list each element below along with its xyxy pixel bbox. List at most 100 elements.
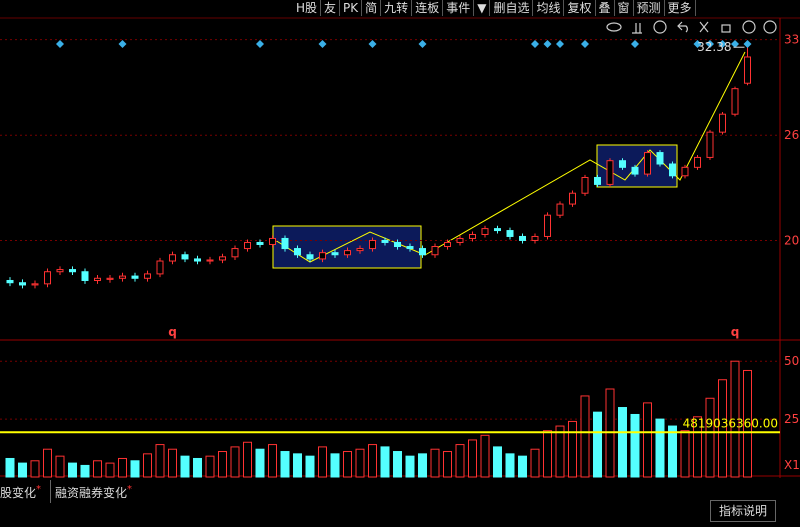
candle-body [444, 241, 451, 248]
candle-body [619, 160, 626, 168]
candle-body [106, 277, 114, 280]
volume-bar [318, 446, 327, 478]
signal-marker [418, 40, 427, 48]
volume-bar [418, 453, 427, 478]
candle-body [644, 152, 651, 175]
volume-bar [68, 462, 77, 478]
toolbar-item[interactable]: 连板 [412, 0, 444, 16]
volume-bar [693, 416, 702, 478]
candle-body [419, 248, 426, 256]
toolbar-item[interactable]: 预测 [634, 0, 665, 16]
y-tick-label: 50 [784, 354, 799, 368]
q-marker: q [168, 325, 177, 339]
volume-bar [743, 369, 752, 478]
volume-bar [5, 457, 15, 478]
volume-bar [655, 418, 665, 478]
candle-body [169, 254, 176, 262]
candle-body [706, 131, 714, 158]
candle-body [44, 271, 51, 285]
volume-bar [530, 448, 540, 478]
toolbar-item[interactable]: 叠 [596, 0, 615, 16]
candle-body [56, 269, 64, 273]
toolbar-item[interactable]: 友 [321, 0, 341, 16]
signal-marker [531, 40, 539, 48]
candle-body [81, 271, 89, 281]
candle-body [556, 203, 564, 216]
volume-bar [643, 402, 652, 478]
y-tick-label: 25 [784, 412, 799, 426]
signal-marker [556, 40, 564, 48]
signal-marker [118, 40, 127, 48]
candle-body [69, 269, 76, 273]
volume-bar [18, 462, 27, 478]
tab[interactable]: 融资融券变化* [50, 480, 132, 503]
toolbar-item[interactable]: 复权 [564, 0, 596, 16]
volume-bar [93, 460, 102, 478]
volume-bar [668, 425, 677, 478]
volume-bar [180, 455, 190, 478]
volume-bar [43, 448, 52, 478]
volume-bar [468, 439, 477, 478]
volume-bar [443, 451, 452, 478]
candle-body [219, 256, 226, 261]
volume-bar [143, 453, 152, 478]
volume-bar [168, 448, 177, 478]
volume-bar [130, 460, 140, 478]
volume-bar [405, 455, 415, 478]
candle-body [606, 160, 614, 185]
toolbar-item[interactable]: 事件 [443, 0, 475, 16]
candle-body [256, 241, 264, 245]
candle-body [531, 235, 539, 241]
volume-bar [480, 434, 490, 478]
volume-bar [718, 379, 727, 478]
signal-marker [581, 40, 589, 48]
candle-body [394, 241, 401, 248]
candle-body [381, 239, 389, 243]
chart: 20 26 33 q q 32.38 25 50 X1 4819036360.00 [0, 17, 800, 478]
volume-bar [55, 455, 65, 478]
volume-bar [343, 451, 352, 478]
toolbar-item[interactable]: 简 [362, 0, 382, 16]
signal-marker [731, 40, 739, 48]
volume-bar [155, 444, 165, 478]
candle-body [456, 237, 464, 243]
toolbar-item[interactable]: 更多 [665, 0, 696, 16]
candle-body [544, 214, 551, 237]
volume-bar [293, 453, 302, 478]
volume-bar [580, 395, 590, 478]
signal-marker [256, 40, 264, 48]
candle-body [231, 248, 239, 258]
toolbar-item[interactable]: 九转 [381, 0, 413, 16]
toolbar-item[interactable]: 均线 [533, 0, 565, 16]
candle-body [94, 277, 101, 281]
tab[interactable]: 股变化* [0, 484, 42, 500]
volume-bar [218, 451, 227, 478]
candle-body [344, 250, 351, 256]
toolbar-item[interactable]: PK [340, 0, 363, 16]
volume-bar [568, 420, 577, 478]
unit-label: X1 [784, 458, 800, 472]
candle-body [181, 254, 189, 260]
volume-bar [243, 441, 252, 478]
candle-body [156, 260, 164, 275]
volume-bar [230, 446, 240, 478]
y-tick-label: 26 [784, 128, 799, 142]
toolbar-item[interactable]: 窗 [615, 0, 634, 16]
candle-body [144, 273, 151, 279]
candle-body [469, 233, 476, 239]
candle-body [656, 152, 664, 165]
volume-bar [393, 451, 402, 478]
candle-body [331, 252, 339, 256]
signal-marker [743, 40, 752, 48]
signal-marker [706, 40, 714, 48]
tab[interactable]: 指标说明 [710, 500, 777, 522]
toolbar-item[interactable]: ▼ [474, 0, 491, 16]
volume-bar [618, 407, 627, 478]
candle-body [306, 254, 314, 260]
toolbar: H股友 PK 简九转 连板 事件 ▼ 删自选 均线 复权叠窗预测 更多 [293, 0, 696, 16]
volume-bar [280, 451, 290, 478]
toolbar-item[interactable]: H股 [293, 0, 322, 16]
toolbar-item[interactable]: 删自选 [490, 0, 534, 16]
signal-marker [368, 40, 377, 48]
